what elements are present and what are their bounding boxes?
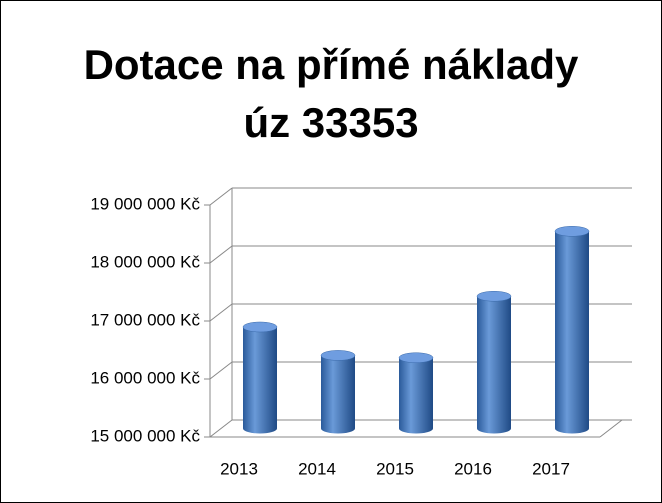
y-tick-label: 18 000 000 Kč: [90, 252, 200, 271]
x-tick-label: 2015: [376, 459, 414, 478]
grid-line: [209, 419, 233, 438]
x-tick-label: 2014: [298, 459, 336, 478]
grid-line: [209, 303, 233, 322]
chart-title: Dotace na přímé náklady úz 33353: [83, 41, 579, 146]
x-tick-label: 2017: [532, 459, 570, 478]
x-tick-label: 2016: [454, 459, 492, 478]
bar: [554, 226, 590, 434]
y-tick-label: 15 000 000 Kč: [90, 426, 200, 445]
bar: [398, 352, 434, 434]
bar: [242, 321, 278, 434]
grid-line: [209, 361, 233, 380]
floor-side: [599, 419, 623, 438]
grid-line: [209, 245, 233, 264]
bar: [320, 350, 356, 434]
grid-line: [209, 187, 233, 206]
y-tick-label: 16 000 000 Kč: [90, 368, 200, 387]
x-tick-label: 2013: [220, 459, 258, 478]
y-tick-label: 19 000 000 Kč: [90, 194, 200, 213]
y-tick-label: 17 000 000 Kč: [90, 310, 200, 329]
bar: [476, 291, 512, 434]
